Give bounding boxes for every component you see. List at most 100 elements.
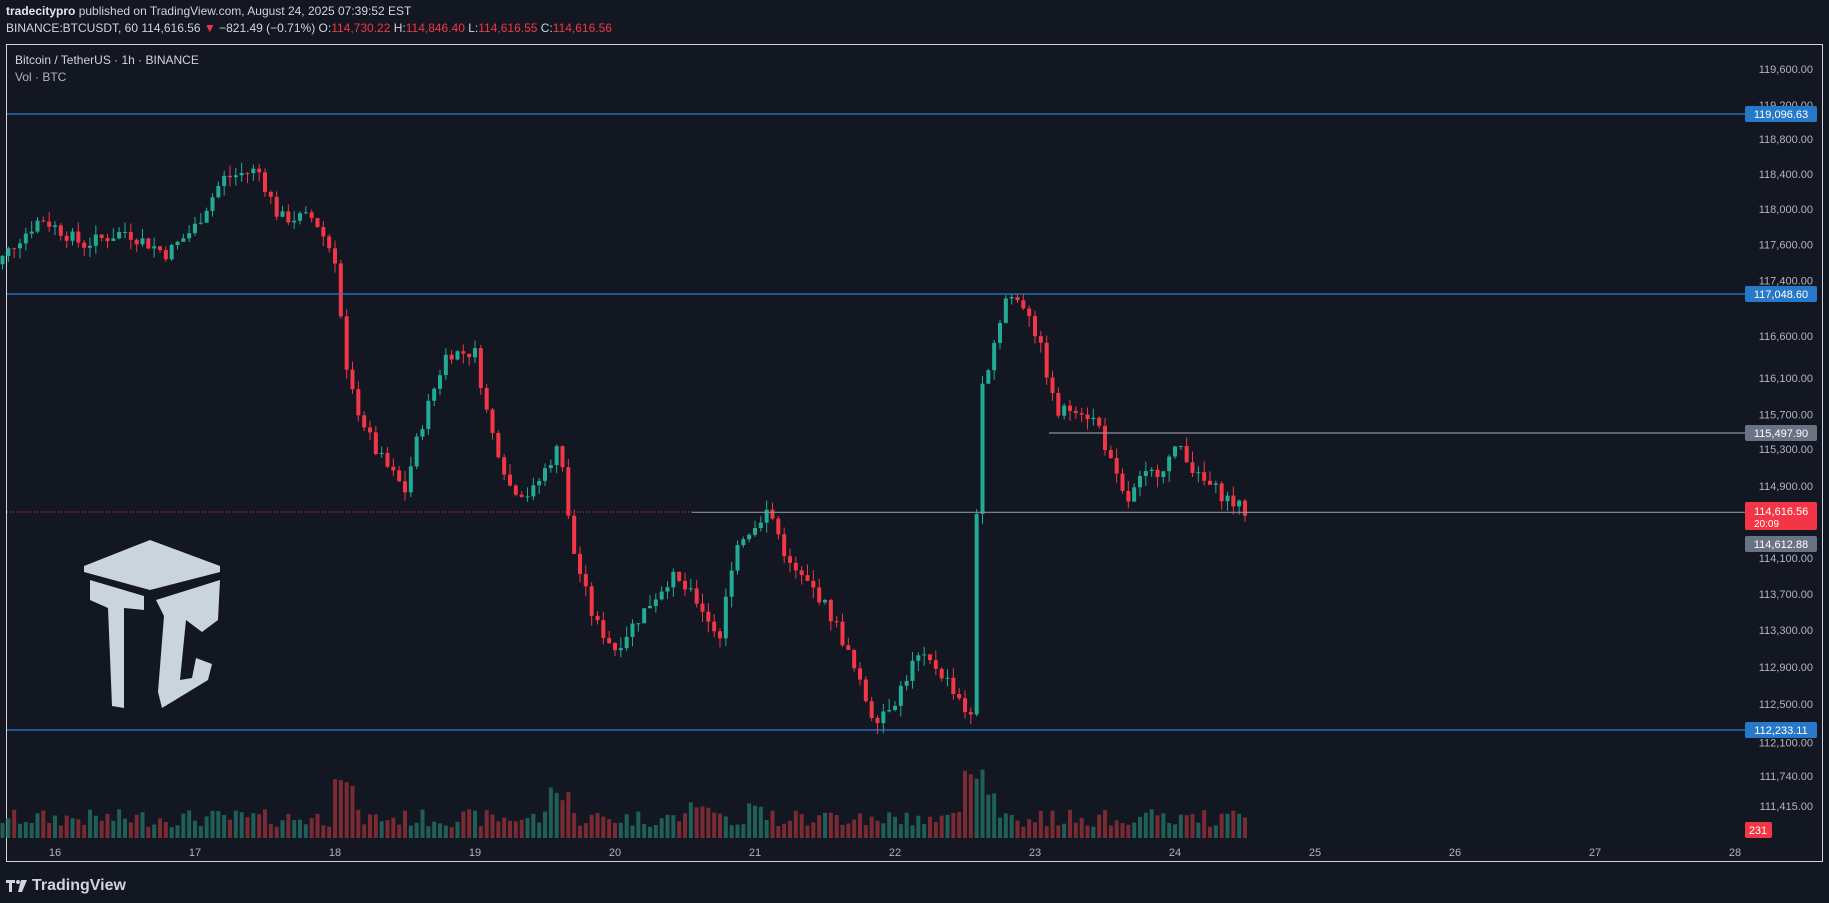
candle-body: [245, 173, 250, 175]
y-tick-label: 116,600.00: [1759, 331, 1813, 343]
candle-body: [1033, 316, 1037, 337]
volume-bar: [1003, 813, 1008, 838]
y-tick-label: 117,400.00: [1759, 275, 1813, 287]
level-label-bg: [1745, 286, 1817, 302]
volume-bar: [338, 780, 343, 838]
candle-body: [286, 211, 291, 223]
volume-bar: [1196, 822, 1201, 838]
candle-body: [968, 712, 973, 715]
candle-body: [356, 389, 361, 416]
candle-body: [210, 197, 215, 211]
volume-bar: [723, 816, 728, 838]
candle-body: [1173, 446, 1177, 457]
volume-bar: [992, 793, 997, 838]
candle-body: [840, 621, 845, 646]
volume-bar: [467, 809, 472, 838]
candle-body: [233, 175, 238, 178]
volume-bar: [712, 812, 717, 838]
candle-body: [1044, 342, 1049, 378]
volume-bar: [1149, 809, 1154, 838]
x-tick-label: 17: [189, 847, 201, 859]
volume-bar: [828, 812, 833, 838]
candle-body: [350, 369, 355, 390]
candle-body: [712, 621, 717, 632]
volume-bar: [53, 815, 57, 838]
candle-body: [187, 233, 192, 239]
candle-body: [496, 432, 501, 458]
volume-bar: [928, 816, 932, 838]
volume-bar: [834, 815, 839, 838]
volume-bar: [76, 819, 81, 838]
candle-body: [111, 238, 116, 241]
volume-bar: [945, 814, 950, 838]
volume-bar: [1155, 815, 1160, 838]
candle-body: [408, 466, 413, 493]
volume-bar: [957, 812, 962, 838]
chart-frame[interactable]: [6, 44, 1823, 862]
volume-bar: [805, 825, 810, 838]
x-tick-label: 28: [1729, 847, 1741, 859]
x-tick-label: 22: [889, 847, 901, 859]
volume-bar: [362, 824, 367, 838]
volume-value-bg: [1745, 822, 1772, 838]
candle-body: [799, 570, 804, 576]
candle-body: [1231, 495, 1236, 507]
x-axis[interactable]: 16 17 18 19 20 21 22 23 24 25 26 27 28: [49, 847, 1741, 859]
volume-bar: [1097, 814, 1102, 838]
open-label: O:: [318, 21, 332, 35]
volume-legend[interactable]: Vol · BTC: [15, 70, 67, 84]
candle-body: [204, 210, 209, 223]
candle-body: [904, 680, 909, 686]
candle-body: [368, 427, 372, 433]
volume-bar: [613, 822, 617, 838]
last-price: 114,616.56: [141, 21, 201, 35]
candle-body: [688, 588, 693, 590]
volume-bar: [280, 820, 285, 838]
volume-bar: [82, 824, 87, 838]
candle-body: [315, 218, 320, 228]
volume-bar: [998, 817, 1002, 838]
candle-body: [531, 485, 536, 497]
candle-body: [1225, 495, 1230, 502]
volume-bar: [1126, 824, 1131, 838]
author-name[interactable]: tradecitypro: [6, 4, 76, 18]
candle-body: [140, 238, 145, 245]
volume-bar: [531, 813, 536, 838]
candle-body: [23, 233, 28, 244]
candle-body: [1073, 410, 1078, 414]
volume-bar: [648, 826, 652, 838]
volume-bar: [438, 823, 442, 838]
y-axis[interactable]: 119,600.00119,200.00118,800.00118,400.00…: [1759, 64, 1813, 813]
volume-bar: [478, 826, 483, 838]
volume-bar: [257, 814, 262, 838]
candle-body: [828, 599, 833, 622]
x-tick-label: 21: [749, 847, 761, 859]
candle-body: [1143, 471, 1148, 476]
volume-bar: [327, 826, 332, 838]
candle-body: [653, 599, 658, 606]
candle-body: [1243, 500, 1247, 516]
candle-body: [747, 534, 752, 540]
volume-bar: [1138, 816, 1142, 838]
close-label: C:: [540, 21, 553, 35]
candle-body: [1149, 469, 1154, 472]
volume-bar: [589, 814, 594, 838]
candle-body: [659, 591, 664, 600]
candle-body: [898, 685, 903, 706]
candle-body: [309, 212, 314, 219]
candle-body: [455, 351, 460, 360]
candle-body: [852, 649, 857, 669]
series-title[interactable]: Bitcoin / TetherUS · 1h · BINANCE: [15, 53, 199, 67]
volume-bar: [1161, 813, 1166, 838]
publish-line: tradecitypro published on TradingView.co…: [6, 4, 411, 18]
horizontal-levels[interactable]: [7, 113, 1745, 731]
volume-bar: [1062, 823, 1067, 838]
volume-bar: [239, 812, 244, 838]
volume-bar: [1225, 813, 1230, 838]
volume-bar: [64, 815, 69, 838]
volume-bar: [152, 824, 157, 838]
tradingview-footer[interactable]: TradingView: [6, 876, 126, 896]
candle-body: [391, 466, 396, 471]
candle-body: [1038, 336, 1043, 343]
